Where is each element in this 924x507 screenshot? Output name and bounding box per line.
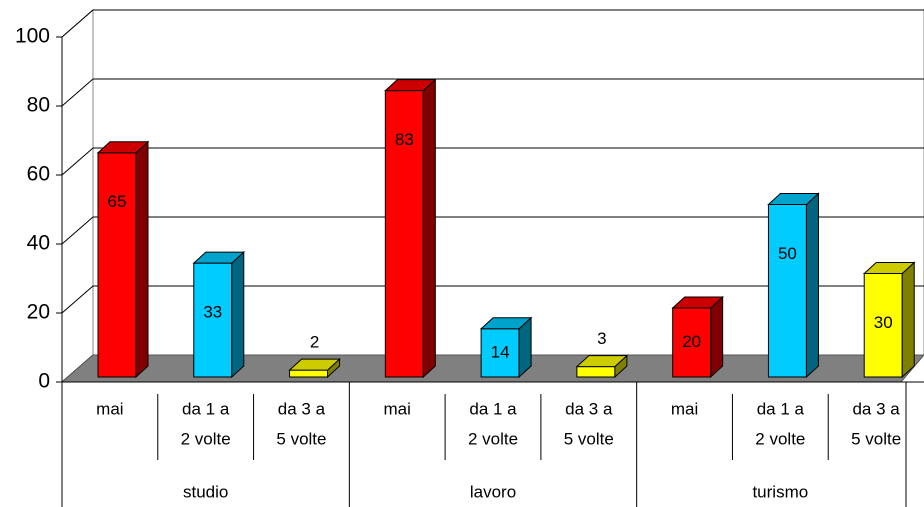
bar-top — [671, 296, 724, 309]
group-label: turismo — [752, 482, 808, 501]
bar — [192, 251, 246, 379]
value-label: 33 — [203, 303, 222, 322]
x-tick-label: da 3 a — [278, 399, 326, 418]
bar-top — [288, 358, 341, 371]
grid-line — [61, 285, 924, 314]
group-label: lavoro — [470, 482, 516, 501]
bar-top — [479, 317, 533, 330]
value-label: 50 — [778, 244, 797, 263]
bar — [767, 192, 820, 379]
bar-top — [384, 79, 437, 92]
bar-front — [289, 369, 329, 378]
y-tick-label: 60 — [27, 163, 50, 186]
x-tick-label: da 1 a — [182, 399, 230, 418]
x-tick-label: 5 volte — [851, 429, 901, 448]
x-tick-label: da 1 a — [469, 399, 517, 418]
grid-line — [61, 216, 924, 245]
value-label: 2 — [310, 333, 319, 352]
x-tick-label: da 3 a — [565, 399, 613, 418]
value-label: 20 — [682, 332, 701, 351]
x-tick-label: mai — [96, 399, 123, 418]
bar — [384, 78, 437, 379]
x-tick-label: mai — [384, 399, 411, 418]
x-tick-label: 2 volte — [468, 429, 518, 448]
y-tick-label: 40 — [27, 232, 50, 255]
y-tick-label: 80 — [27, 94, 50, 117]
grid-line — [61, 78, 924, 107]
group-label: studio — [183, 482, 228, 501]
value-label: 14 — [491, 342, 510, 361]
y-tick-label: 0 — [38, 370, 50, 393]
bar — [96, 140, 150, 379]
x-tick-label: da 3 a — [852, 399, 900, 418]
grid-line — [61, 9, 924, 38]
bar — [671, 295, 724, 379]
bar — [288, 357, 341, 379]
bar-top — [575, 355, 629, 368]
x-tick-label: da 1 a — [757, 399, 805, 418]
bar-side — [231, 251, 245, 379]
bar — [479, 316, 533, 379]
x-tick-label: 2 volte — [181, 429, 231, 448]
bar-front — [97, 152, 137, 378]
x-tick-label: 5 volte — [564, 429, 614, 448]
bar — [575, 354, 629, 379]
x-tick-label: mai — [671, 399, 698, 418]
bar-side — [805, 192, 819, 379]
value-label: 3 — [597, 329, 606, 348]
value-label: 30 — [874, 313, 893, 332]
y-tick-label: 20 — [27, 301, 50, 324]
y-tick-label: 100 — [15, 25, 50, 48]
value-label: 83 — [395, 130, 414, 149]
bar-front — [767, 204, 807, 378]
x-tick-label: 2 volte — [755, 429, 805, 448]
bar-front — [576, 366, 616, 378]
bar-top — [767, 193, 820, 205]
bar-side — [901, 261, 915, 379]
bar-top — [96, 141, 150, 154]
bar-top — [862, 262, 916, 274]
bar-side — [422, 78, 436, 379]
bar — [862, 261, 916, 379]
side-wall — [61, 8, 94, 384]
bar-top — [192, 251, 246, 264]
value-label: 65 — [108, 192, 127, 211]
bar-side — [135, 140, 149, 379]
x-tick-label: 5 volte — [276, 429, 326, 448]
bar-side — [710, 295, 724, 379]
grid-line — [61, 147, 924, 176]
